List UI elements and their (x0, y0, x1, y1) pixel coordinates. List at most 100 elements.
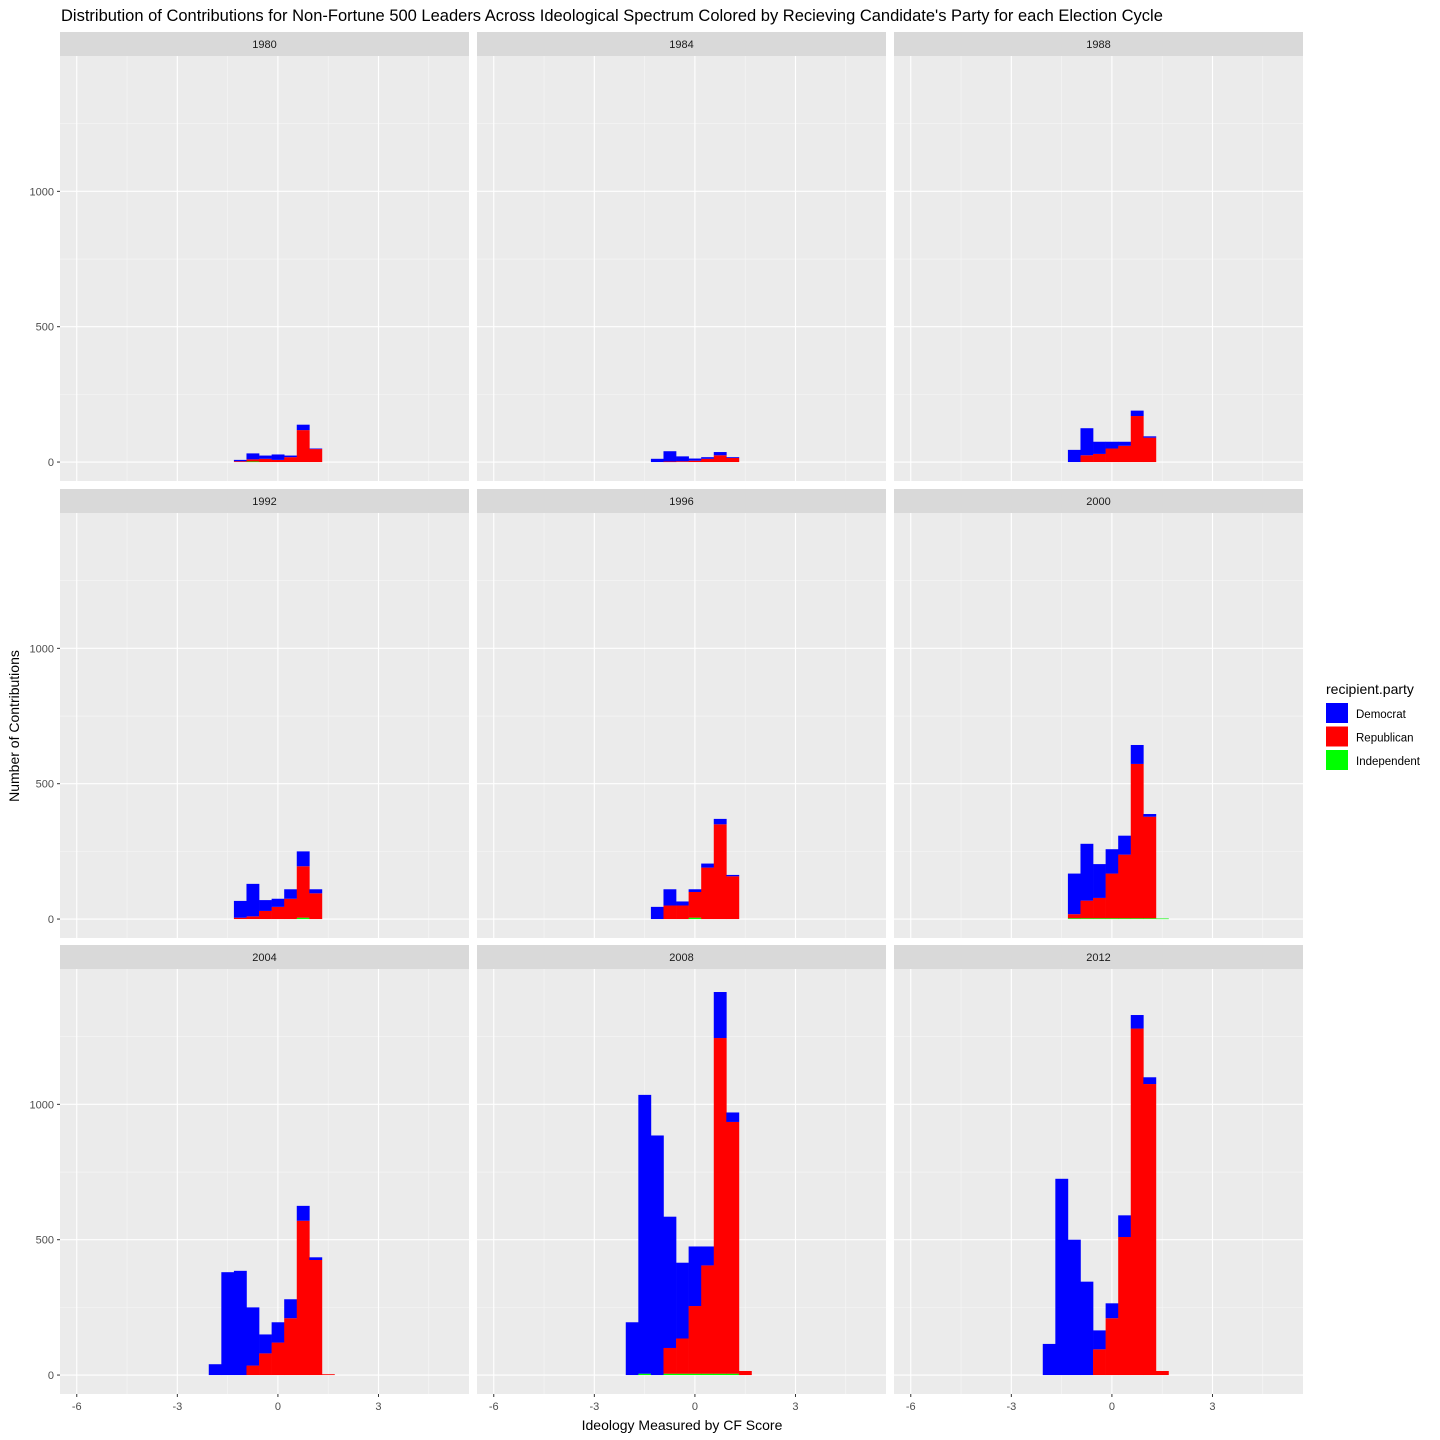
bar-independent (296, 917, 310, 920)
bar-republican (688, 891, 702, 918)
x-tick-label: 0 (1109, 1401, 1115, 1413)
bar-democrat (688, 458, 702, 461)
bar-republican (1143, 816, 1157, 919)
bar-democrat (1093, 441, 1106, 454)
x-tick-label: -3 (589, 1401, 599, 1413)
bar-democrat (650, 458, 664, 463)
facet-strip (894, 489, 1303, 513)
bar-republican (1080, 900, 1094, 919)
bar-democrat (246, 1307, 260, 1366)
bar-democrat (1080, 843, 1094, 901)
bar-independent (1118, 918, 1132, 920)
bar-republican (1093, 897, 1106, 919)
y-tick-label: 500 (36, 1235, 54, 1247)
legend-items: Democrat Republican Independent (1326, 703, 1421, 770)
panel-background (477, 56, 886, 481)
facet-strip (60, 945, 469, 969)
bar-republican (1105, 448, 1119, 463)
bar-democrat (701, 457, 715, 459)
facet-panel: 1984 (477, 32, 886, 481)
bar-democrat (638, 1094, 652, 1374)
bar-independent (1105, 918, 1119, 920)
legend-swatch (1326, 726, 1348, 747)
bar-democrat (1143, 1077, 1157, 1085)
x-tick-label: 3 (375, 1401, 381, 1413)
bar-republican (701, 1265, 715, 1374)
y-axis-title: Number of Contributions (6, 650, 22, 802)
facet-strip-label: 2008 (669, 952, 693, 964)
bar-democrat (1118, 1215, 1132, 1237)
bar-democrat (713, 818, 727, 825)
bar-democrat (259, 1334, 272, 1354)
bar-republican (688, 460, 702, 463)
bar-republican (1130, 763, 1144, 919)
bar-democrat (1055, 1178, 1069, 1376)
bar-democrat (663, 889, 677, 906)
legend-item: Republican (1326, 726, 1414, 747)
bar-independent (1130, 918, 1144, 920)
bar-democrat (259, 455, 272, 459)
facet-strip (894, 945, 1303, 969)
y-tick-label: 0 (48, 914, 54, 926)
bar-republican (1118, 854, 1132, 919)
bar-republican (1105, 1318, 1119, 1376)
bar-democrat (309, 1257, 323, 1261)
facet-panel: 1992 0 500 1000 (30, 489, 469, 938)
bar-democrat (271, 454, 285, 460)
bar-republican (1143, 1084, 1157, 1376)
bar-independent (1067, 918, 1081, 920)
bar-republican (1080, 455, 1094, 463)
bar-republican (259, 910, 272, 920)
x-tick-label: -6 (72, 1401, 82, 1413)
bar-democrat (1130, 1015, 1144, 1029)
facet-panel: 2008 -6 -3 0 3 (477, 945, 886, 1413)
bar-republican (309, 449, 323, 463)
facet-strip (477, 489, 886, 513)
bar-democrat (726, 457, 740, 458)
legend-label: Independent (1356, 756, 1421, 768)
bar-republican (309, 1260, 323, 1376)
bar-republican (676, 1338, 689, 1374)
bar-democrat (233, 459, 247, 462)
bar-democrat (663, 1216, 677, 1348)
bar-democrat (221, 1272, 235, 1376)
bar-independent (1155, 918, 1169, 920)
bar-democrat (676, 456, 689, 462)
bar-republican (259, 1353, 272, 1376)
bar-democrat (688, 1246, 702, 1307)
bar-democrat (676, 901, 689, 906)
bar-independent (638, 1373, 652, 1376)
bar-democrat (271, 898, 285, 907)
bar-republican (271, 459, 285, 463)
legend-item: Democrat (1326, 703, 1407, 723)
y-tick-label: 0 (48, 457, 54, 469)
bar-democrat (1093, 864, 1106, 898)
bar-democrat (1143, 436, 1157, 438)
facet-panel: 1988 (894, 32, 1303, 481)
bar-republican (663, 1347, 677, 1374)
bar-republican (233, 917, 247, 920)
bar-democrat (726, 874, 740, 877)
bar-republican (284, 898, 298, 920)
y-tick-label: 500 (36, 779, 54, 791)
bar-republican (284, 1318, 298, 1376)
y-tick-label: 1000 (30, 643, 54, 655)
bar-democrat (246, 453, 260, 460)
bar-democrat (1105, 849, 1119, 874)
bar-republican (246, 459, 260, 462)
x-tick-label: -3 (1006, 1401, 1016, 1413)
bar-democrat (1105, 441, 1119, 449)
bar-democrat (309, 889, 323, 894)
bar-democrat (701, 1246, 715, 1266)
x-tick-label: 0 (692, 1401, 698, 1413)
bar-republican (1155, 1370, 1169, 1376)
bar-republican (1130, 416, 1144, 463)
bar-independent (701, 1373, 715, 1376)
facet-strip-label: 1988 (1086, 39, 1110, 51)
bar-republican (663, 461, 677, 463)
facet-strip-label: 1980 (252, 39, 276, 51)
x-tick-label: -6 (906, 1401, 916, 1413)
legend-swatch (1326, 750, 1348, 770)
x-axis-title: Ideology Measured by CF Score (582, 1417, 783, 1433)
bar-independent (688, 1373, 702, 1376)
